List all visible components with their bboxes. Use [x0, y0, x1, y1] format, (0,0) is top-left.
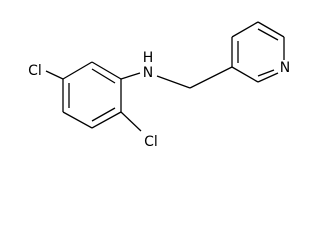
- bond: [156, 75, 191, 89]
- bond: [189, 66, 233, 89]
- bond: [231, 66, 259, 83]
- atom-label: Cl: [144, 134, 158, 150]
- atom-label: H: [143, 50, 154, 66]
- atom-label: N: [143, 65, 153, 81]
- structure-diagram: Cl Cl N H N: [28, 21, 290, 150]
- bond: [231, 21, 259, 38]
- double-bond-inner: [91, 68, 116, 84]
- double-bond-inner: [91, 107, 116, 122]
- atom-label: Cl: [28, 63, 42, 79]
- bonds: [45, 21, 285, 132]
- double-bond-inner: [257, 28, 279, 41]
- bond: [257, 72, 279, 83]
- bond: [120, 111, 142, 132]
- bond: [45, 70, 64, 80]
- bond: [91, 111, 122, 129]
- bond: [120, 72, 141, 80]
- bond: [257, 21, 285, 38]
- double-bond-inner: [257, 69, 275, 77]
- bond: [62, 61, 93, 80]
- atom-label: N: [280, 60, 290, 76]
- bond: [91, 61, 122, 80]
- bond: [62, 111, 93, 129]
